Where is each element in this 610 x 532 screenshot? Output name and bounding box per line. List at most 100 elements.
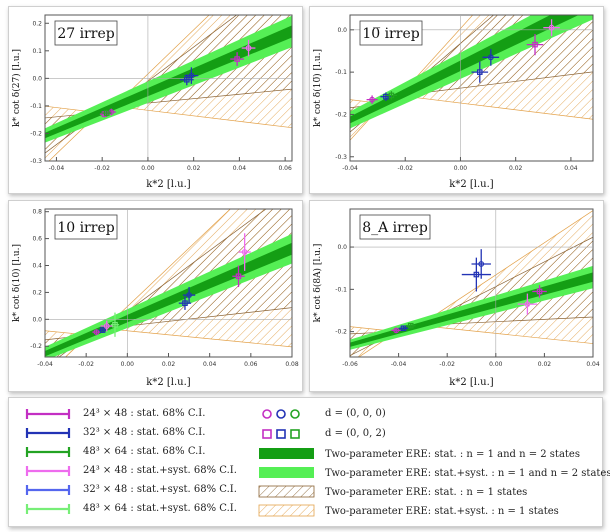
legend-label: Two-parameter ERE: stat. : n = 1 states [325,487,528,498]
legend-errorbar-swatch [25,447,71,457]
marker-square [103,110,110,116]
data-point [184,67,199,84]
y-tick-label: 0.2 [32,289,42,296]
marker-square [112,321,118,328]
x-tick-label: 0.00 [489,361,503,368]
title-frame [54,20,118,46]
legend-entry: 24³ × 48 : stat.+syst. 68% C.I. [83,465,237,476]
data-point [241,39,256,57]
legend-marker-square [262,429,272,439]
chart-title: 10̅ irrep [362,26,419,42]
title-box: 10̅ irrep [359,20,423,46]
x-tick-label: -0.06 [342,361,358,368]
data-point [398,325,409,332]
data-point [517,293,538,315]
legend-entry: Two-parameter ERE: stat.+syst. : n = 1 a… [325,468,610,479]
legend-label: 48³ × 64 : stat.+syst. 68% C.I. [83,503,237,514]
x-tick-label: 0.06 [278,165,292,172]
x-tick-label: -0.02 [94,165,110,172]
marker-circle [103,323,110,329]
marker-circle [478,261,485,267]
data-point [238,233,251,271]
legend-band-swatch [259,467,314,478]
legend-band-swatch [259,448,314,459]
y-axis-label: k* cot δ(27) [l.u.] [11,49,22,127]
x-tick-label: 0.04 [203,361,217,368]
legend-entry: Two-parameter ERE: stat. : n = 1 and n =… [325,449,580,460]
x-tick-label: 0.04 [586,361,600,368]
y-tick-label: -0.3 [30,158,42,165]
x-tick-label: -0.02 [397,165,413,172]
y-axis-label: k* cot δ(8A) [l.u.] [312,244,323,323]
legend-entry: 48³ × 64 : stat. 68% C.I. [83,446,205,457]
data-point [543,19,560,37]
chart-title: 27 irrep [57,26,114,42]
x-tick-label: -0.02 [439,361,455,368]
data-point [526,34,544,56]
legend-label: d = (0, 0, 2) [325,428,386,439]
title-frame [54,214,118,240]
x-tick-label: 0.02 [162,361,176,368]
x-tick-label: 0.00 [454,165,468,172]
y-tick-label: 0.0 [337,27,347,34]
marker-circle [241,249,248,255]
y-axis-label: k* cot δ(10) [l.u.] [11,244,22,322]
legend-marker-circle [262,409,272,419]
data-point [92,329,101,336]
data-point [366,95,378,104]
chart-panel-10bar: -0.04 -0.02 0.00 0.02 0.04 -0.3 -0.2 -0.1 0.0 10̅… [309,6,604,194]
legend-marker-square [276,429,286,439]
y-tick-label: 0.8 [32,209,42,216]
y-axis-label: k* cot δ(10̅) [l.u.] [312,49,323,127]
data-point [100,320,113,332]
x-tick-label: -0.04 [49,165,65,172]
legend-entry: 32³ × 48 : stat. 68% C.I. [83,427,205,438]
legend-errorbar-swatch [25,485,71,495]
chart-10bar: -0.04 -0.02 0.00 0.02 0.04 -0.3 -0.2 -0.1 0.0 10̅… [312,14,594,190]
marker-circle [487,54,494,61]
data-point [232,265,245,288]
marker-circle [188,72,195,79]
legend-errorbar-swatch [25,409,71,419]
data-point [482,48,500,66]
x-tick-label: 0.00 [141,165,155,172]
legend-label: 24³ × 48 : stat.+syst. 68% C.I. [83,465,237,476]
marker-circle [186,292,192,299]
legend-label: 48³ × 64 : stat. 68% C.I. [83,446,206,457]
y-tick-label: 0.0 [337,244,347,251]
y-tick-label: 0.2 [32,20,42,27]
y-tick-label: 0.0 [32,316,42,323]
legend-marker-circle [290,409,300,419]
title-frame [359,20,423,46]
marker-circle [369,96,375,103]
chart-27: -0.04 -0.02 0.00 0.02 0.04 0.06 -0.3 -0.2 -0.1 0.… [11,14,293,190]
legend-band-swatch [258,485,315,498]
data-point [405,322,416,329]
marker-circle [245,45,252,51]
legend-band-swatch [258,504,315,517]
legend-marker-square [290,429,300,439]
data-point [182,287,196,304]
legend-entry: 48³ × 64 : stat.+syst. 68% C.I. [83,503,237,514]
y-tick-label: 0.0 [32,75,42,82]
x-axis-label: k*2 [l.u.] [146,377,190,388]
x-tick-label: 0.02 [509,165,523,172]
title-frame [359,214,431,240]
x-tick-label: 0.08 [285,361,299,368]
legend-entry: Two-parameter ERE: stat. : n = 1 states [325,487,527,498]
chart-panel-10: -0.04 -0.02 0.00 0.02 0.04 0.06 0.08 -0.2 0.0 0.2… [8,200,303,392]
data-point [471,249,491,279]
chart-title: 8_A irrep [362,220,428,236]
y-tick-label: 0.1 [32,48,42,55]
legend-entry: Two-parameter ERE: stat.+syst. : n = 1 s… [325,506,559,517]
x-tick-label: -0.04 [342,165,358,172]
legend-errorbar-swatch [25,466,71,476]
x-axis-label: k*2 [l.u.] [449,179,493,190]
marker-square [235,273,242,280]
legend-marker-circle [276,409,286,419]
marker-square [536,288,543,295]
chart-8A: -0.06 -0.04 -0.02 0.00 0.02 0.04 -0.2 -0.1 0.0 8_… [312,208,600,388]
x-tick-label: 0.02 [538,361,552,368]
marker-circle [93,329,100,336]
chart-panel-8A: -0.06 -0.04 -0.02 0.00 0.02 0.04 -0.2 -0.1 0.0 8_… [309,200,604,392]
